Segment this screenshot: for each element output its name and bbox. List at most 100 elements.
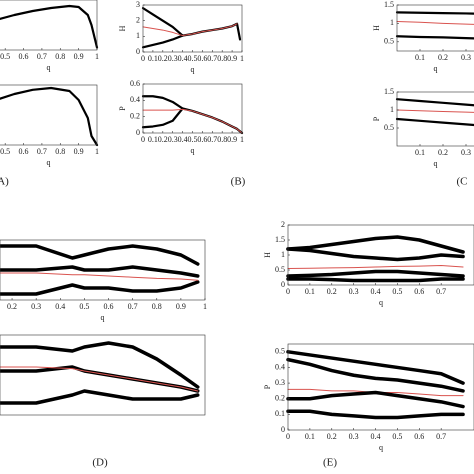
series-line [141,107,184,129]
x-tick-label: 0 [141,135,145,144]
x-tick-label: 0.7 [436,432,446,441]
y-tick-label: 1.5 [384,0,394,9]
y-tick-label: 0.4 [130,95,140,104]
x-tick-label: 0.8 [152,302,162,311]
x-tick-label: 0.2 [327,432,337,441]
y-tick-label: 3 [136,0,140,9]
x-tick-label: 0 [286,287,290,296]
x-tick-label: 0.3 [461,53,471,62]
x-tick-label: 1 [240,54,244,63]
panel-label: (C [457,176,468,188]
x-tick-label: 0.4 [178,135,188,144]
x-axis-label: q [379,298,383,307]
x-tick-label: 1 [203,302,207,311]
x-tick-label: 0.6 [19,147,29,156]
x-tick-label: 0.1 [415,148,425,157]
series-line [0,280,200,296]
x-tick-label: 0.3 [461,148,471,157]
x-tick-label: 0.3 [168,135,178,144]
series-line [395,117,474,127]
y-tick-label: 1.5 [384,87,394,96]
x-tick-label: 0.5 [0,52,10,61]
y-tick-label: 0.2 [275,394,285,403]
y-tick-label: 0.1 [275,409,285,418]
series-line [141,34,184,49]
y-tick-label: 0 [281,280,285,289]
y-tick-label: 0.5 [275,347,285,356]
x-tick-label: 0.7 [37,147,47,156]
series-line [286,350,465,385]
series-line [286,247,465,262]
x-tick-label: 0.1 [305,432,315,441]
series-line [0,4,99,49]
x-tick-label: 1 [95,147,99,156]
x-tick-label: 0.1 [305,287,315,296]
y-tick-label: 0 [136,128,140,137]
x-tick-label: 1 [95,52,99,61]
x-tick-label: 0.7 [207,135,217,144]
x-tick-label: 0.6 [197,54,207,63]
series-line [0,244,200,266]
x-axis-label: q [47,63,51,72]
x-tick-label: 0.9 [74,52,84,61]
x-axis-label: q [191,65,195,74]
series-line [396,21,474,25]
series-line [286,390,465,409]
series-line [141,95,244,135]
x-axis-label: q [47,158,51,167]
y-axis-label: P [118,106,127,111]
panel-label: (E) [323,457,337,469]
y-axis-label: H [372,25,381,31]
x-tick-label: 0.1 [148,135,158,144]
x-tick-label: 0.2 [327,287,337,296]
y-tick-label: 2 [136,15,140,24]
x-tick-label: 0.2 [438,53,448,62]
x-tick-label: 0.5 [392,287,402,296]
x-tick-label: 0 [286,432,290,441]
x-tick-label: 0.2 [438,148,448,157]
x-tick-label: 0.9 [176,302,186,311]
x-tick-label: 0 [141,54,145,63]
series-line [0,366,199,392]
y-tick-label: 1 [281,250,285,259]
y-tick-label: 0.5 [384,37,394,46]
axes-frame [0,84,98,146]
x-tick-label: 0.5 [392,432,402,441]
series-line [0,365,200,393]
series-line [142,23,238,37]
y-tick-label: 0 [136,47,140,56]
series-line [286,269,465,278]
y-tick-label: 0.5 [384,123,394,132]
series-line [0,389,200,405]
series-line [141,7,242,41]
x-tick-label: 0.1 [415,53,425,62]
series-line [286,277,465,283]
x-tick-label: 0.9 [227,135,237,144]
series-line [286,235,465,254]
x-tick-label: 0.3 [168,54,178,63]
x-tick-label: 0.4 [178,54,188,63]
series-line [287,265,464,269]
x-tick-label: 0.7 [436,287,446,296]
x-tick-label: 0.7 [37,52,47,61]
y-axis-label: H [118,25,127,31]
x-axis-label: q [434,159,438,168]
series-line [0,341,200,389]
x-axis-label: q [379,443,383,452]
y-tick-label: 2 [281,220,285,229]
y-tick-label: 0.2 [130,111,140,120]
x-tick-label: 0.9 [227,54,237,63]
x-tick-label: 0.4 [55,302,65,311]
series-line [0,86,99,147]
y-tick-label: 1 [390,105,394,114]
series-line [0,272,199,281]
y-tick-label: 1.5 [275,235,285,244]
x-tick-label: 0.2 [158,54,168,63]
x-axis-label: q [101,313,105,322]
y-axis-label: H [263,252,272,258]
series-line [0,265,200,278]
x-tick-label: 0.7 [128,302,138,311]
x-tick-label: 0.5 [79,302,89,311]
x-tick-label: 0.5 [0,147,10,156]
